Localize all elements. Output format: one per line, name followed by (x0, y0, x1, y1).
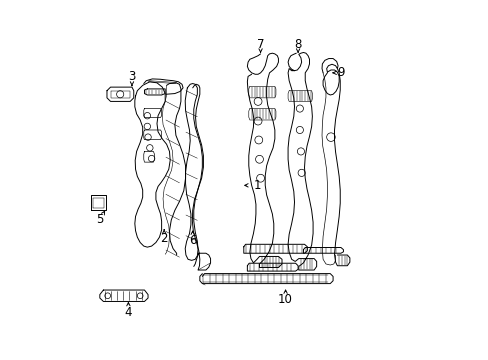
Text: 9: 9 (337, 66, 344, 79)
Text: 6: 6 (188, 234, 196, 247)
Text: 10: 10 (278, 293, 292, 306)
Text: 7: 7 (256, 38, 264, 51)
Text: 1: 1 (253, 179, 260, 192)
Text: 8: 8 (294, 38, 301, 51)
Text: 2: 2 (160, 233, 167, 246)
Text: 3: 3 (128, 70, 135, 83)
Text: 5: 5 (96, 213, 103, 226)
Text: 4: 4 (124, 306, 132, 319)
